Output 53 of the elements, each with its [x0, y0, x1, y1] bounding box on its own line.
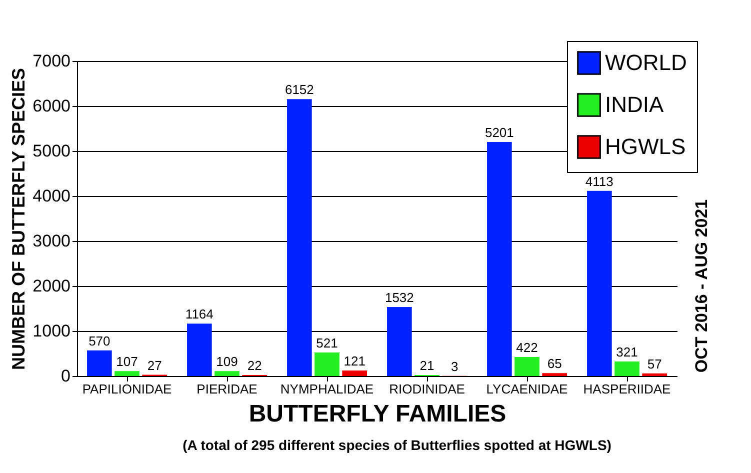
- bar: [587, 190, 612, 376]
- text: (A total of 295 different species of Butterflies spotted at HGWLS): [182, 437, 612, 453]
- x-tick-label: PAPILIONIDAE: [82, 382, 172, 396]
- data-label: 1532: [384, 290, 414, 306]
- y-tick-label: 6000: [32, 96, 70, 116]
- data-label: 570: [88, 333, 110, 348]
- data-label: 3: [450, 358, 458, 374]
- data-label: 109: [216, 354, 238, 370]
- data-label: 5201: [484, 124, 514, 140]
- bar: [114, 371, 140, 376]
- y-tick-label: 3000: [32, 232, 70, 250]
- data-label: 1164: [185, 306, 214, 322]
- legend-label: HGWLS: [605, 134, 686, 159]
- y-tick-label: 5000: [32, 142, 70, 160]
- x-tick-label: HASPERIIDAE: [583, 382, 672, 396]
- x-tick-label: LYCAENIDAE: [486, 382, 568, 396]
- y-tick-label: 0: [61, 366, 70, 386]
- y-axis-title: NUMBER OF BUTTERFLY SPECIES: [8, 68, 29, 370]
- bar: [314, 352, 340, 376]
- y-tick-label: 2000: [32, 276, 70, 296]
- data-label: 27: [147, 358, 162, 373]
- data-label: 121: [344, 354, 366, 369]
- y-tick-label: 4000: [32, 186, 70, 206]
- bar: [187, 324, 212, 376]
- bar: [287, 99, 312, 376]
- y-tick-label: 7000: [32, 52, 70, 70]
- bar: [542, 373, 567, 376]
- legend-label: INDIA: [605, 92, 664, 117]
- bar: [487, 142, 512, 376]
- x-tick-label: NYMPHALIDAE: [280, 382, 374, 396]
- bar: [342, 370, 367, 376]
- data-label: 6152: [284, 82, 314, 98]
- bar: [614, 362, 640, 376]
- bar: [514, 357, 540, 376]
- y-tick-label: 1000: [32, 322, 70, 340]
- data-label: 57: [647, 356, 662, 372]
- data-label: 65: [547, 356, 562, 372]
- data-label: 22: [247, 358, 262, 374]
- bar: [87, 350, 112, 376]
- bar: [387, 307, 412, 376]
- bar: [642, 373, 667, 376]
- x-tick-label: PIERIDAE: [196, 382, 258, 396]
- legend-label: WORLD: [605, 50, 687, 75]
- x-tick-label: RIODINIDAE: [389, 382, 466, 396]
- data-label: 422: [516, 340, 538, 356]
- data-label: 21: [420, 358, 434, 374]
- data-label: 521: [316, 336, 338, 351]
- data-label: 107: [116, 354, 138, 370]
- x-axis-title: BUTTERFLY FAMILIES: [248, 400, 506, 428]
- data-label: 321: [616, 344, 638, 360]
- text: OCT 2016 - AUG 2021: [692, 199, 711, 373]
- bar: [214, 371, 240, 376]
- data-label: 4113: [585, 174, 614, 189]
